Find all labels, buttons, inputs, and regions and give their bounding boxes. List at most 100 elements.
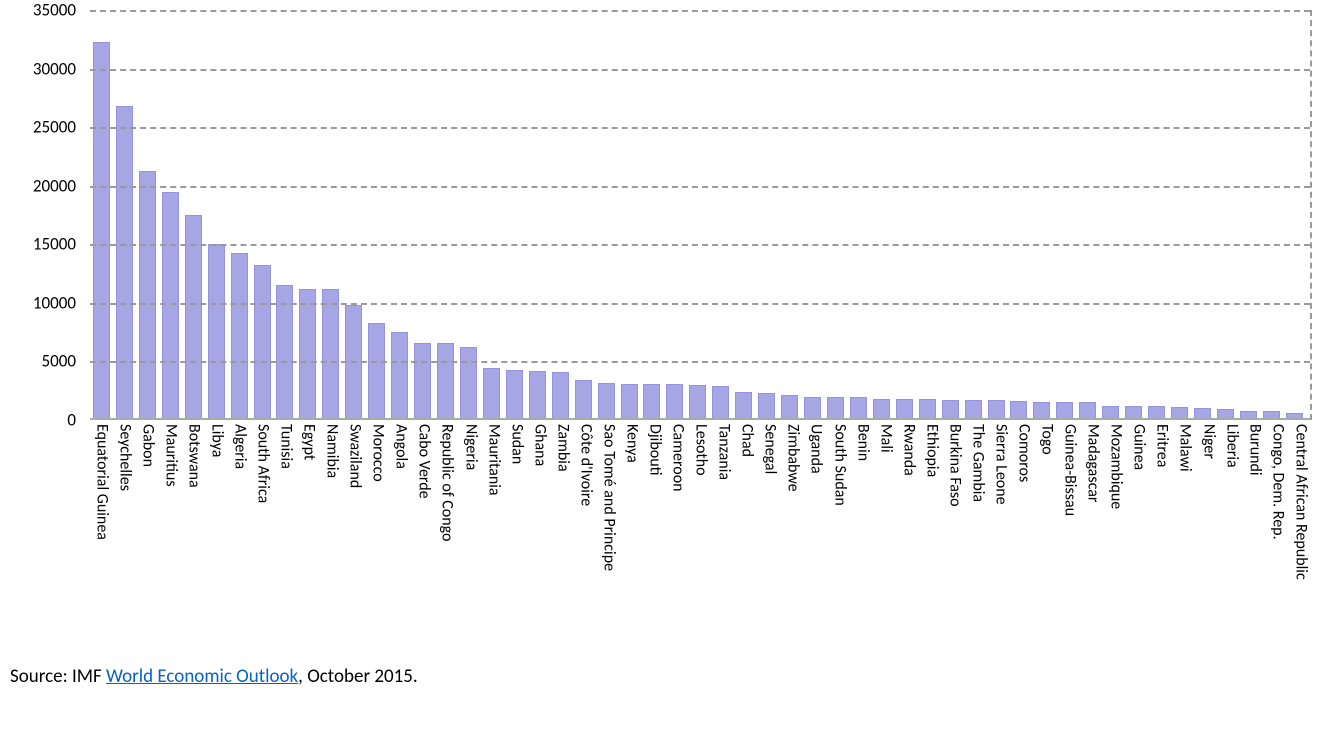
x-tick-label: South Sudan (830, 424, 849, 506)
x-tick-label: Algeria (230, 424, 249, 469)
bar-slot (296, 10, 319, 420)
x-tick-label: Guinea (1130, 424, 1149, 470)
x-tick-label: Egypt (300, 424, 319, 460)
bar (483, 368, 500, 420)
y-axis: 05000100001500020000250003000035000 (20, 10, 80, 420)
x-label-slot: Mali (874, 424, 897, 684)
x-label-slot: Malawi (1174, 424, 1197, 684)
x-tick-label: Zambia (553, 424, 572, 472)
x-axis-line (90, 418, 1310, 420)
x-label-slot: Sudan (505, 424, 528, 684)
gridline (90, 361, 1310, 363)
bar-slot (1076, 10, 1099, 420)
bar (988, 400, 1005, 420)
bar (689, 385, 706, 420)
gdp-chart: 05000100001500020000250003000035000 Equa… (20, 10, 1320, 690)
x-tick-label: Cabo Verde (415, 424, 434, 499)
x-label-slot: Togo (1036, 424, 1059, 684)
x-tick-label: Libya (207, 424, 226, 457)
bar (621, 384, 638, 420)
bar-slot (641, 10, 664, 420)
x-tick-label: Namibia (323, 424, 342, 478)
bar-slot (411, 10, 434, 420)
bar-slot (778, 10, 801, 420)
bar-slot (801, 10, 824, 420)
bar (208, 244, 225, 420)
bar-slot (182, 10, 205, 420)
x-tick-label: Ghana (530, 424, 549, 466)
gridline (90, 244, 1310, 246)
x-tick-label: Liberia (1222, 424, 1241, 468)
x-tick-label: Togo (1038, 424, 1057, 455)
x-tick-label: Mauritius (161, 424, 180, 487)
x-tick-label: Rwanda (899, 424, 918, 476)
bar (850, 397, 867, 420)
x-label-slot: Angola (390, 424, 413, 684)
x-label-slot: Nigeria (459, 424, 482, 684)
bar-slot (274, 10, 297, 420)
bar-slot (1053, 10, 1076, 420)
x-label-slot: Gabon (136, 424, 159, 684)
bar (139, 171, 156, 421)
x-label-slot: Benin (851, 424, 874, 684)
x-tick-label: Sudan (507, 424, 526, 464)
x-label-slot: Lesotho (690, 424, 713, 684)
x-label-slot: Ghana (528, 424, 551, 684)
bar (666, 384, 683, 420)
x-tick-label: Madagascar (1084, 424, 1103, 502)
x-label-slot: Algeria (228, 424, 251, 684)
x-label-slot: Senegal (759, 424, 782, 684)
y-tick-label: 5000 (20, 351, 76, 372)
x-label-slot: Tunisia (275, 424, 298, 684)
gridline (90, 127, 1310, 129)
bar-slot (1214, 10, 1237, 420)
bar-slot (480, 10, 503, 420)
x-label-slot: Congo, Dem. Rep. (1266, 424, 1289, 684)
x-label-slot: Kenya (620, 424, 643, 684)
x-label-slot: Djibouti (644, 424, 667, 684)
bar-slot (870, 10, 893, 420)
x-label-slot: Guinea (1128, 424, 1151, 684)
bar-slot (549, 10, 572, 420)
plot-area (82, 10, 1312, 420)
bar (552, 372, 569, 420)
x-label-slot: Egypt (298, 424, 321, 684)
bar-slot (962, 10, 985, 420)
bar-slot (251, 10, 274, 420)
bar-slot (985, 10, 1008, 420)
bar (391, 332, 408, 420)
y-tick-label: 10000 (20, 292, 76, 313)
source-link[interactable]: World Economic Outlook (106, 665, 298, 688)
x-label-slot: Burkina Faso (943, 424, 966, 684)
x-tick-label: The Gambia (968, 424, 987, 502)
x-label-slot: Cabo Verde (413, 424, 436, 684)
x-label-slot: Chad (736, 424, 759, 684)
x-tick-label: Cameroon (669, 424, 688, 492)
gridline (90, 10, 1310, 12)
x-label-slot: Burundi (1243, 424, 1266, 684)
x-label-slot: Eritrea (1151, 424, 1174, 684)
bar (116, 106, 133, 420)
x-tick-label: Uganda (807, 424, 826, 474)
gridline (90, 186, 1310, 188)
bar-slot (113, 10, 136, 420)
bar (896, 399, 913, 420)
bar-slot (618, 10, 641, 420)
x-label-slot: Zambia (551, 424, 574, 684)
bar-slot (388, 10, 411, 420)
bar-slot (1122, 10, 1145, 420)
x-tick-label: Congo, Dem. Rep. (1268, 424, 1287, 540)
bar (276, 285, 293, 420)
bar-slot (319, 10, 342, 420)
bar-slot (709, 10, 732, 420)
x-label-slot: Swaziland (344, 424, 367, 684)
bar-slot (365, 10, 388, 420)
x-tick-label: Djibouti (646, 424, 665, 476)
bar-slot (434, 10, 457, 420)
bar (781, 395, 798, 420)
bar (735, 392, 752, 420)
x-label-slot: Sierra Leone (989, 424, 1012, 684)
x-label-slot: Central African Republic (1289, 424, 1312, 684)
bar-slot (1008, 10, 1031, 420)
x-label-slot: Morocco (367, 424, 390, 684)
